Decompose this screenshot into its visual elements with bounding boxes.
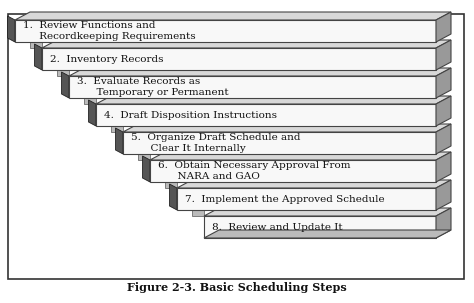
Polygon shape [15,20,436,42]
Text: Figure 2-3. Basic Scheduling Steps: Figure 2-3. Basic Scheduling Steps [127,282,347,293]
Polygon shape [143,156,150,182]
Polygon shape [62,72,69,98]
Text: 5.  Organize Draft Schedule and
      Clear It Internally: 5. Organize Draft Schedule and Clear It … [131,133,301,153]
Polygon shape [69,76,436,98]
Polygon shape [204,216,436,238]
Text: 4.  Draft Disposition Instructions: 4. Draft Disposition Instructions [104,111,277,119]
Polygon shape [165,180,177,188]
Polygon shape [138,152,150,160]
Polygon shape [96,96,451,104]
Polygon shape [69,68,451,76]
Text: 6.  Obtain Necessary Approval From
      NARA and GAO: 6. Obtain Necessary Approval From NARA a… [158,161,350,181]
Polygon shape [436,96,451,126]
Polygon shape [84,96,96,104]
Polygon shape [123,124,451,132]
Polygon shape [436,68,451,98]
Polygon shape [177,188,436,210]
Polygon shape [436,152,451,182]
Polygon shape [8,16,15,42]
Polygon shape [116,128,123,154]
Polygon shape [35,44,42,70]
Polygon shape [150,160,436,182]
Polygon shape [96,104,436,126]
Polygon shape [436,40,451,70]
Polygon shape [123,132,436,154]
Polygon shape [89,100,96,126]
Polygon shape [436,208,451,238]
Polygon shape [204,208,451,216]
Polygon shape [42,48,436,70]
Polygon shape [42,40,451,48]
Text: 8.  Review and Update It: 8. Review and Update It [212,222,343,231]
Polygon shape [177,180,451,188]
Polygon shape [30,40,42,48]
Text: 2.  Inventory Records: 2. Inventory Records [50,55,164,64]
Text: 7.  Implement the Approved Schedule: 7. Implement the Approved Schedule [185,195,384,204]
Polygon shape [57,68,69,76]
Polygon shape [111,124,123,132]
Polygon shape [436,12,451,42]
Text: 3.  Evaluate Records as
      Temporary or Permanent: 3. Evaluate Records as Temporary or Perm… [77,77,228,97]
Polygon shape [192,208,204,216]
Text: 1.  Review Functions and
     Recordkeeping Requirements: 1. Review Functions and Recordkeeping Re… [23,21,196,41]
Polygon shape [204,230,451,238]
Bar [8,14,464,279]
Polygon shape [150,152,451,160]
Polygon shape [15,12,451,20]
Polygon shape [170,184,177,210]
Polygon shape [436,124,451,154]
Polygon shape [436,180,451,210]
